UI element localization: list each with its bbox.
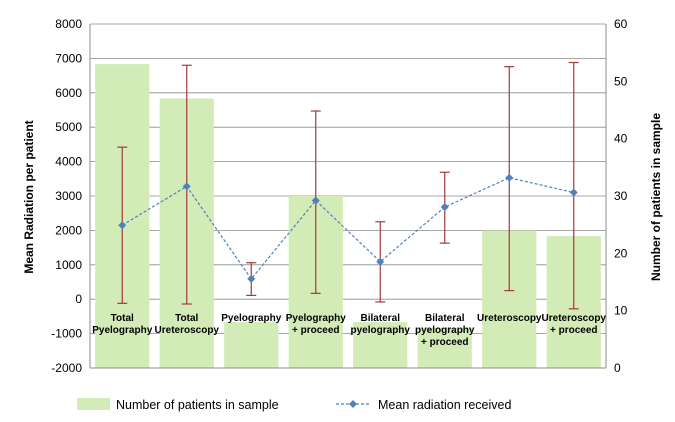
line-marker <box>118 221 127 230</box>
line-marker <box>440 203 449 212</box>
bar <box>353 322 408 368</box>
line-marker <box>376 257 385 266</box>
line-marker <box>569 188 578 197</box>
legend: Number of patients in sample Mean radiat… <box>77 398 511 412</box>
legend-line-marker <box>349 400 357 408</box>
category-label: Bilateral pyelography + proceed <box>415 313 475 348</box>
tick-labels: -2000 -1000 0 1000 2000 3000 4000 5000 6000 7000 8… <box>51 17 627 375</box>
line-marker <box>247 274 256 283</box>
y-tick-label: 8000 <box>55 17 82 31</box>
category-label: Pyelography + proceed <box>286 313 346 336</box>
y2-tick-label: 60 <box>614 17 628 31</box>
y2-tick-label: 10 <box>614 304 628 318</box>
y2-tick-label: 20 <box>614 246 628 260</box>
category-label: Total Pyelography <box>92 313 152 336</box>
y-tick-label: 3000 <box>55 189 82 203</box>
y2-tick-label: 40 <box>614 132 628 146</box>
category-label: Ureteroscopy + proceed <box>542 313 607 336</box>
category-label: Pyelography <box>221 313 281 324</box>
radiation-line <box>118 173 578 283</box>
line-marker <box>182 182 191 191</box>
bar <box>224 322 279 368</box>
legend-bar-label: Number of patients in sample <box>116 398 279 412</box>
y2-axis-title: Number of patients in sample <box>649 113 663 281</box>
legend-line-label: Mean radiation received <box>378 398 511 412</box>
bar <box>417 327 472 368</box>
line-marker <box>505 173 514 182</box>
y-tick-label: 6000 <box>55 86 82 100</box>
y-axis-title: Mean Radiation per patient <box>22 120 36 273</box>
category-label: Bilateral pyelography <box>351 313 411 336</box>
axes <box>89 24 607 369</box>
y-tick-label: -1000 <box>51 327 82 341</box>
y-tick-label: -2000 <box>51 361 82 375</box>
y2-tick-label: 50 <box>614 74 628 88</box>
radiation-line-path <box>121 177 574 280</box>
y2-tick-label: 0 <box>614 361 621 375</box>
legend-bar-swatch <box>77 398 110 410</box>
y-tick-label: 7000 <box>55 51 82 65</box>
y-tick-label: 4000 <box>55 155 82 169</box>
line-marker <box>311 196 320 205</box>
category-label: Ureteroscopy <box>477 313 542 324</box>
y-tick-label: 1000 <box>55 258 82 272</box>
y2-tick-label: 30 <box>614 189 628 203</box>
y-tick-label: 2000 <box>55 223 82 237</box>
y-tick-label: 0 <box>75 292 82 306</box>
y-tick-label: 5000 <box>55 120 82 134</box>
category-label: Total Ureteroscopy <box>155 313 220 336</box>
